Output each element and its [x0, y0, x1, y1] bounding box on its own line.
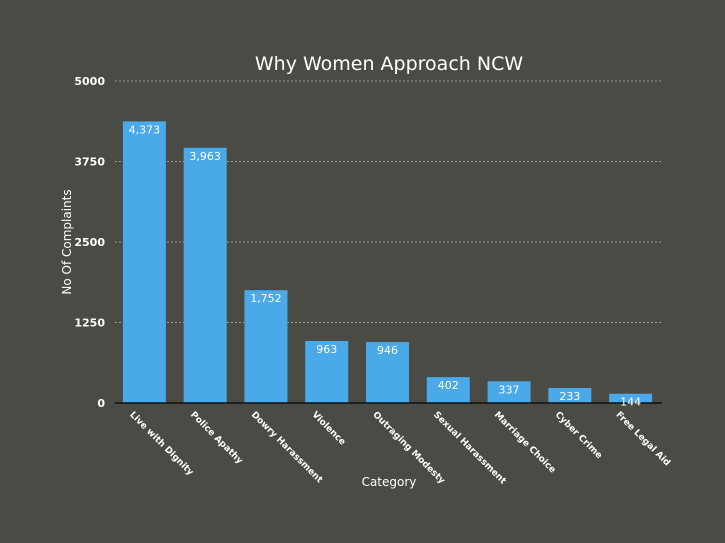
bar: [305, 340, 349, 403]
bar: [183, 147, 227, 403]
bar: [609, 393, 653, 403]
gridlines: [115, 80, 662, 323]
bar: [426, 377, 470, 403]
bar-value-label: 144: [620, 396, 641, 409]
bar-value-label: 3,963: [189, 150, 221, 163]
x-tick-label: Live with Dignity: [127, 410, 195, 478]
bar: [366, 342, 409, 403]
x-tick-label: Police Apathy: [188, 410, 244, 466]
x-tick-label: Cyber Crime: [553, 410, 604, 461]
chart-title: Why Women Approach NCW: [255, 53, 523, 75]
y-tick-label: 3750: [74, 156, 105, 169]
bar-value-label: 4,373: [129, 123, 161, 136]
bar: [244, 290, 288, 403]
y-axis-title: No Of Complaints: [60, 189, 74, 294]
x-tick-label: Dowry Harassment: [249, 410, 325, 486]
x-axis-title: Category: [362, 475, 417, 489]
bar-value-label: 233: [559, 390, 580, 403]
y-tick-label: 2500: [74, 236, 105, 249]
bar-value-label: 963: [316, 343, 337, 356]
bar: [122, 121, 166, 404]
bars: [122, 121, 653, 404]
y-tick-label: 0: [97, 397, 105, 410]
y-tick-label: 5000: [74, 75, 105, 88]
y-axis-ticks: 0 1250 2500 3750 5000: [74, 75, 105, 410]
data-labels: 4,373 3,963 1,752 963 946 402 337 233 144: [129, 123, 641, 408]
x-tick-label: Violence: [310, 410, 348, 448]
bar-value-label: 1,752: [250, 292, 282, 305]
y-tick-label: 1250: [74, 317, 105, 330]
x-tick-label: Free Legal Aid: [613, 410, 671, 468]
bar-value-label: 337: [499, 383, 520, 396]
bar-value-label: 946: [377, 344, 398, 357]
bar-value-label: 402: [438, 379, 459, 392]
bar: [487, 381, 531, 403]
x-tick-label: Marriage Choice: [492, 410, 557, 475]
bar: [548, 387, 592, 403]
